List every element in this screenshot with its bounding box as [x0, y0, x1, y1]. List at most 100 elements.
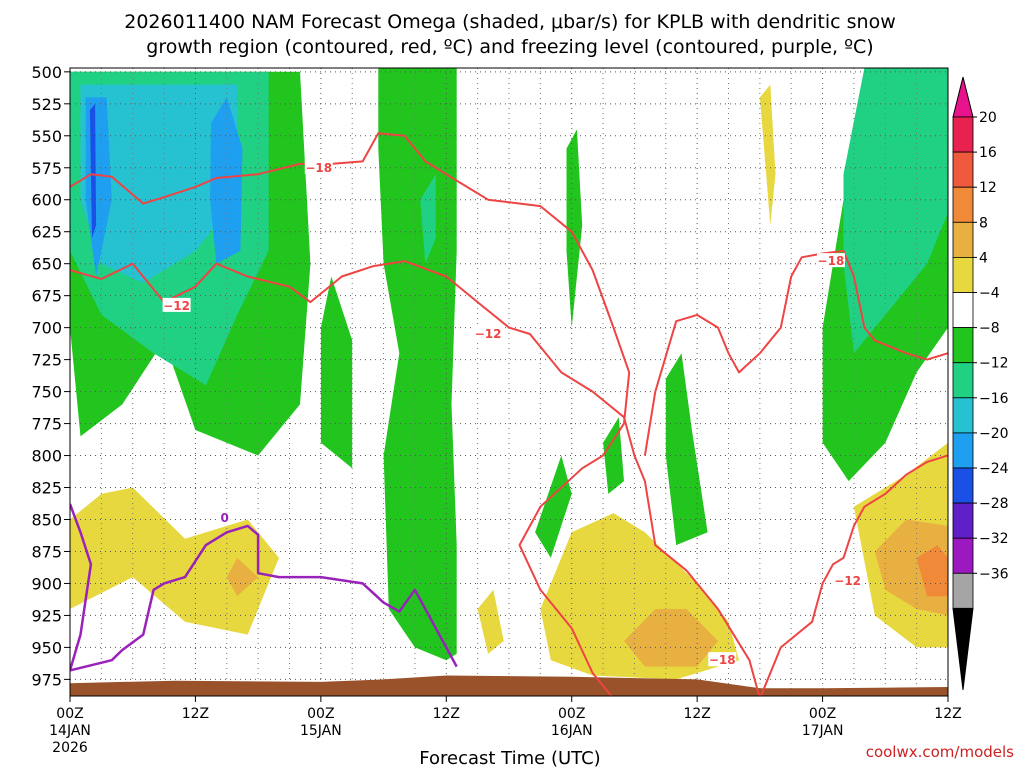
x-tick-label-1: 12Z: [182, 706, 209, 722]
dgz-contour-3: [759, 454, 948, 696]
colorbar-segment-13: [952, 572, 974, 609]
colorbar-segment-7: [952, 362, 974, 399]
colorbar-label-11: −28: [979, 496, 1009, 512]
dgz-label-3: −18: [818, 254, 845, 268]
omega-region-6: [320, 276, 353, 469]
colorbar: 20 16 12 8 4 −4 −8 −12 −16 −20 −24 −28 −32 −36: [952, 76, 1009, 691]
colorbar-label-10: −24: [979, 461, 1009, 477]
y-tick-label-600: 600: [31, 191, 62, 210]
y-tick-label-775: 775: [31, 415, 62, 434]
colorbar-label-3: 8: [979, 215, 988, 231]
dgz-label-1: −12: [163, 299, 190, 313]
omega-region-4: [210, 97, 243, 264]
colorbar-segment-12: [952, 537, 974, 574]
x-tick-label-2: 00Z: [307, 706, 334, 722]
dgz-contour-2: [643, 249, 948, 456]
x-tick-year-0: 2026: [52, 740, 88, 756]
colorbar-label-7: −12: [979, 356, 1009, 372]
freezing-level-layer: 0: [70, 503, 458, 672]
colorbar-label-1: 16: [979, 145, 997, 161]
colorbar-label-13: −36: [979, 566, 1009, 582]
y-tick-label-625: 625: [31, 223, 62, 242]
y-tick-label-500: 500: [31, 63, 62, 82]
omega-region-16: [226, 557, 259, 597]
y-tick-label-975: 975: [31, 670, 62, 689]
x-tick-label-0: 00Z: [56, 706, 83, 722]
colorbar-top-arrow: [952, 76, 974, 118]
dgz-label-4: −18: [709, 653, 736, 667]
x-tick-label-4: 00Z: [558, 706, 585, 722]
dgz-contour-layer: −18 −12 −12 −18 −18 −12: [70, 132, 948, 696]
plot-area: −18 −12 −12 −18 −18 −12 0: [70, 68, 948, 696]
dgz-contour-1: [70, 260, 761, 696]
omega-region-15: [70, 487, 279, 635]
dgz-label-bg-0: [304, 159, 333, 174]
dgz-contour-0: [70, 132, 631, 696]
colorbar-segment-2: [952, 186, 974, 223]
y-tick-label-750: 750: [31, 383, 62, 402]
y-axis: 500 525 550 575 600 625 650 675 700 725 750 775 800 8…: [31, 63, 70, 689]
dgz-label-bg-4: [708, 652, 737, 667]
y-tick-label-825: 825: [31, 479, 62, 498]
dgz-label-bg-1: [162, 297, 191, 312]
x-tick-label-5: 12Z: [683, 706, 710, 722]
credit-text: coolwx.com/models: [866, 743, 1014, 761]
x-tick-label-6: 00Z: [809, 706, 836, 722]
colorbar-label-8: −16: [979, 391, 1009, 407]
omega-region-19: [624, 609, 718, 667]
y-tick-label-650: 650: [31, 255, 62, 274]
y-tick-label-875: 875: [31, 542, 62, 561]
colorbar-segment-9: [952, 432, 974, 469]
terrain-fill: [70, 675, 948, 696]
omega-region-8: [420, 174, 436, 264]
chart-title-line-1: 2026011400 NAM Forecast Omega (shaded, μ…: [124, 11, 896, 33]
terrain-layer: [70, 675, 948, 696]
colorbar-segment-4: [952, 256, 974, 293]
omega-region-7: [378, 68, 457, 661]
colorbar-segment-6: [952, 327, 974, 364]
y-tick-label-850: 850: [31, 510, 62, 529]
colorbar-segment-8: [952, 397, 974, 434]
colorbar-label-9: −20: [979, 426, 1009, 442]
omega-region-9: [566, 129, 583, 328]
y-tick-label-550: 550: [31, 127, 62, 146]
colorbar-label-4: 4: [979, 250, 988, 266]
freezing-label-0: 0: [221, 511, 229, 525]
colorbar-segment-1: [952, 151, 974, 188]
dgz-label-bg-5: [833, 572, 862, 587]
x-tick-date-2: 15JAN: [300, 723, 342, 739]
y-tick-label-725: 725: [31, 351, 62, 370]
omega-region-10: [535, 455, 572, 558]
y-tick-label-700: 700: [31, 319, 62, 338]
x-tick-date-4: 16JAN: [551, 723, 593, 739]
y-tick-label-925: 925: [31, 606, 62, 625]
y-tick-label-800: 800: [31, 447, 62, 466]
y-tick-label-950: 950: [31, 638, 62, 657]
x-axis-label: Forecast Time (UTC): [419, 748, 600, 768]
omega-region-17: [477, 589, 504, 654]
colorbar-label-12: −32: [979, 531, 1009, 547]
omega-region-20: [759, 84, 776, 226]
x-tick-date-6: 17JAN: [802, 723, 844, 739]
plot-frame: [69, 67, 949, 697]
dgz-label-0: −18: [305, 161, 332, 175]
colorbar-label-2: 12: [979, 180, 997, 196]
x-tick-date-0: 14JAN: [49, 723, 91, 739]
freezing-level-contour: [70, 503, 458, 672]
colorbar-segment-3: [952, 221, 974, 258]
colorbar-label-0: 20: [979, 110, 997, 126]
dgz-label-bg-3: [816, 253, 845, 268]
colorbar-segment-5: [952, 292, 974, 328]
omega-region-14: [843, 68, 948, 354]
y-tick-label-525: 525: [31, 95, 62, 114]
colorbar-segment-0: [952, 116, 974, 153]
chart-title-line-2: growth region (contoured, red, ºC) and f…: [146, 36, 873, 58]
omega-region-2: [80, 84, 238, 283]
omega-region-5: [89, 103, 97, 239]
colorbar-segment-10: [952, 467, 974, 504]
dgz-label-2: −12: [475, 327, 502, 341]
colorbar-bottom-arrow: [952, 607, 974, 691]
freezing-label-bg-0: [218, 510, 231, 525]
